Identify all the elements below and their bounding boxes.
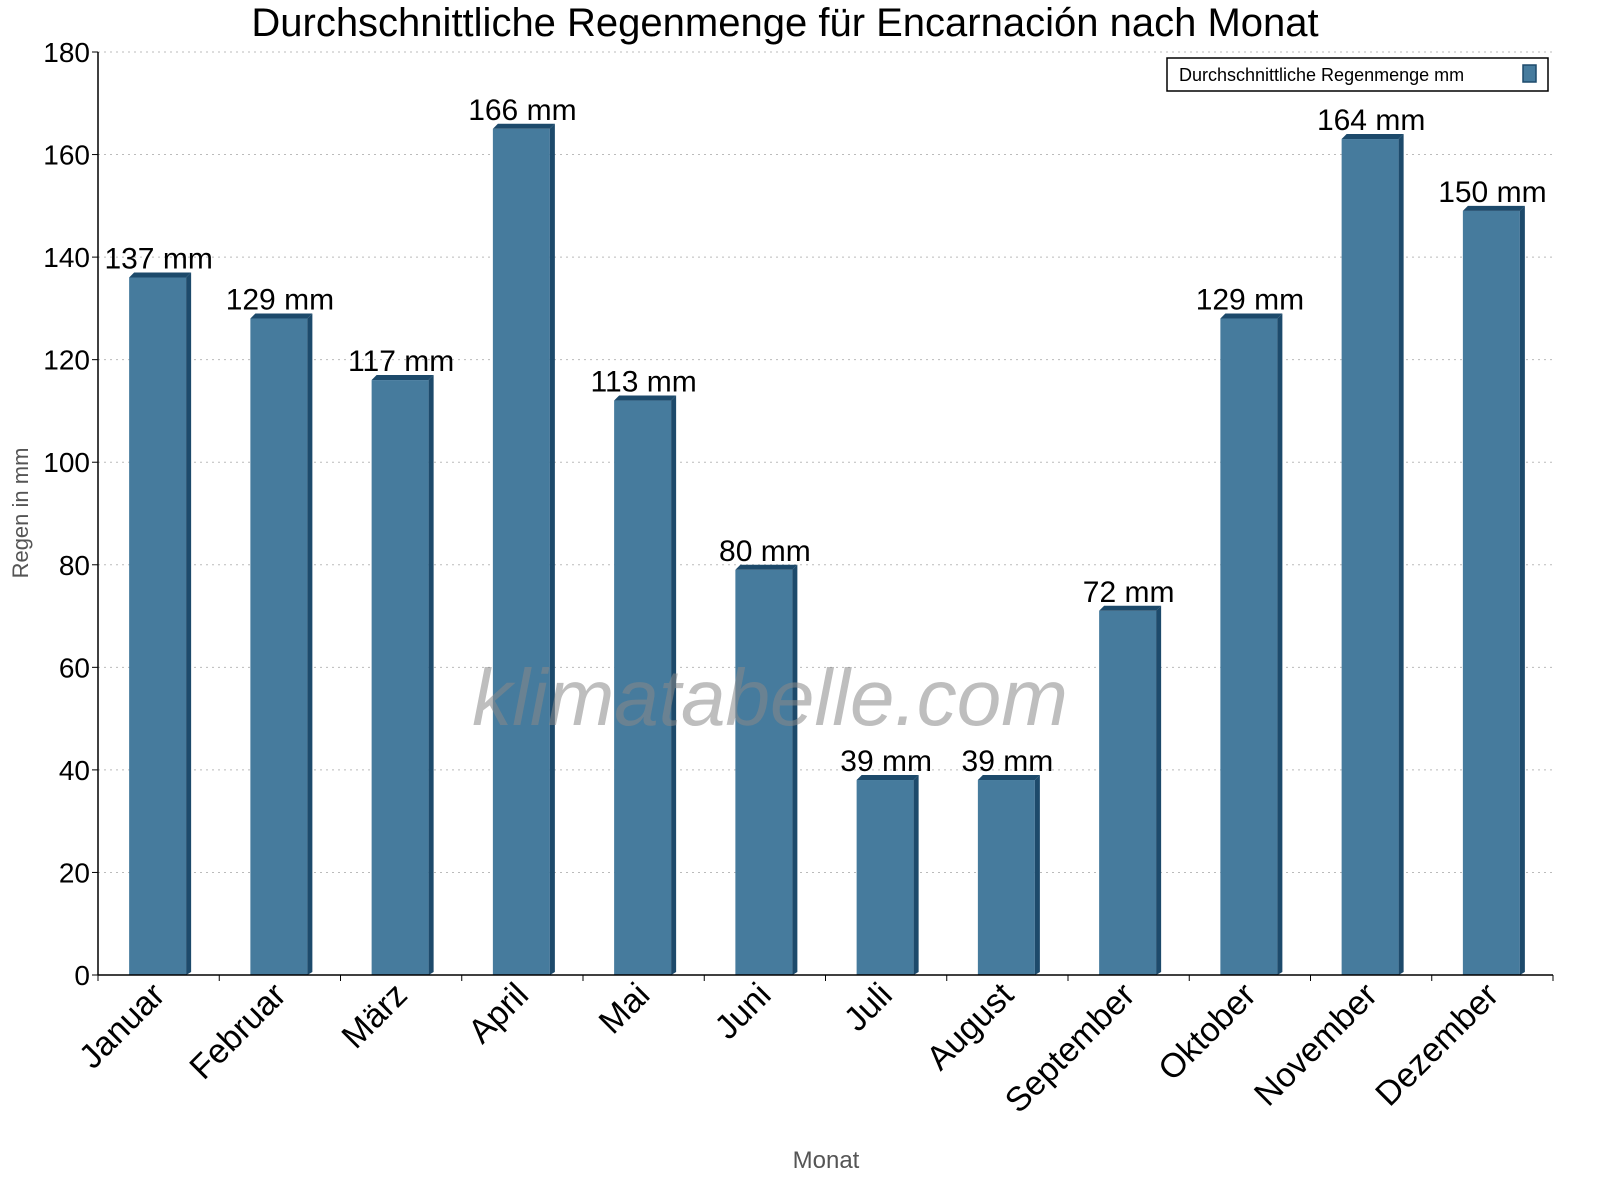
bar-side <box>186 272 192 975</box>
data-label: 150 mm <box>1438 176 1546 209</box>
x-axis-label: Monat <box>793 1147 860 1174</box>
x-tick-label: August <box>919 975 1021 1077</box>
bar-side <box>1277 313 1283 975</box>
bar-juli <box>856 775 919 975</box>
data-label: 166 mm <box>468 94 576 127</box>
y-tick-label: 180 <box>43 37 90 68</box>
data-label: 164 mm <box>1317 104 1425 137</box>
bar-side <box>549 123 555 976</box>
bar-side <box>1156 605 1162 975</box>
bar-top <box>129 272 192 278</box>
data-label: 137 mm <box>104 242 212 275</box>
chart-title: Durchschnittliche Regenmenge für Encarna… <box>251 1 1318 45</box>
x-tick-label: Juni <box>708 976 779 1047</box>
bar-dezember <box>1462 205 1525 976</box>
x-tick-label: Oktober <box>1151 976 1263 1088</box>
legend-swatch <box>1522 64 1537 83</box>
bar-front <box>1462 210 1520 976</box>
bar-front <box>614 400 672 975</box>
y-tick-label: 0 <box>74 960 90 991</box>
y-tick-label: 100 <box>43 447 90 478</box>
data-label: 129 mm <box>226 284 334 317</box>
bar-side <box>1398 134 1404 976</box>
bar-front <box>492 128 550 976</box>
bar-top <box>1099 605 1162 611</box>
bar-front <box>1220 318 1278 975</box>
bar-november <box>1341 134 1404 976</box>
bar-top <box>1462 205 1525 211</box>
bar-top <box>1220 313 1283 319</box>
data-label: 39 mm <box>962 745 1054 778</box>
x-tick-label: November <box>1247 976 1385 1114</box>
bar-side <box>1034 775 1040 975</box>
bar-april <box>492 123 555 976</box>
bar-top <box>977 775 1040 781</box>
bar-side <box>428 375 434 975</box>
bar-front <box>856 780 914 975</box>
x-tick-label: Dezember <box>1368 976 1506 1114</box>
bar-top <box>735 564 798 570</box>
y-axis-label: Regen in mm <box>8 448 33 579</box>
y-tick-label: 140 <box>43 242 90 273</box>
watermark: klimatabelle.com <box>472 653 1068 742</box>
y-tick-label: 60 <box>59 652 90 683</box>
bar-side <box>1519 205 1525 976</box>
bar-side <box>671 395 677 975</box>
gridlines <box>98 51 1553 873</box>
bar-front <box>977 780 1035 975</box>
data-labels: 137 mm 129 mm 117 mm 166 mm 113 mm 80 mm 39 mm… <box>104 94 1546 778</box>
bar-oktober <box>1220 313 1283 975</box>
data-label: 72 mm <box>1083 576 1175 609</box>
bar-top <box>371 375 434 381</box>
bar-front <box>129 277 187 975</box>
x-tick-label: April <box>461 976 536 1051</box>
bar-side <box>913 775 919 975</box>
bars <box>129 123 1525 976</box>
bar-side <box>792 564 798 975</box>
bar-top <box>1341 134 1404 140</box>
bar-januar <box>129 272 192 975</box>
y-tick-label: 40 <box>59 755 90 786</box>
x-tick-label: Februar <box>182 976 293 1087</box>
bar-juni <box>735 564 798 975</box>
x-tick-label: September <box>998 976 1142 1120</box>
bar-mai <box>614 395 677 975</box>
data-label: 117 mm <box>348 345 454 378</box>
x-tick-label: Juli <box>837 976 900 1039</box>
data-label: 80 mm <box>719 535 811 568</box>
data-label: 113 mm <box>591 366 697 399</box>
y-tick-label: 120 <box>43 345 90 376</box>
x-tick-label: März <box>334 976 414 1056</box>
bar-front <box>250 318 308 975</box>
y-tick-label: 20 <box>59 857 90 888</box>
bar-top <box>856 775 919 781</box>
data-label: 39 mm <box>840 745 932 778</box>
bar-front <box>735 569 793 975</box>
x-tick-label: Mai <box>592 976 658 1042</box>
legend: Durchschnittliche Regenmenge mm <box>1166 57 1549 92</box>
bar-top <box>492 123 555 129</box>
bar-front <box>1099 610 1157 975</box>
bar-august <box>977 775 1040 975</box>
y-tick-label: 80 <box>59 550 90 581</box>
bar-september <box>1099 605 1162 975</box>
legend-label: Durchschnittliche Regenmenge mm <box>1179 65 1464 85</box>
bar-top <box>250 313 313 319</box>
bar-februar <box>250 313 313 975</box>
bar-side <box>307 313 313 975</box>
y-tick-label: 160 <box>43 140 90 171</box>
data-label: 129 mm <box>1196 284 1304 317</box>
bar-front <box>1341 139 1399 976</box>
bar-front <box>371 380 429 975</box>
bar-märz <box>371 375 434 975</box>
bar-top <box>614 395 677 401</box>
